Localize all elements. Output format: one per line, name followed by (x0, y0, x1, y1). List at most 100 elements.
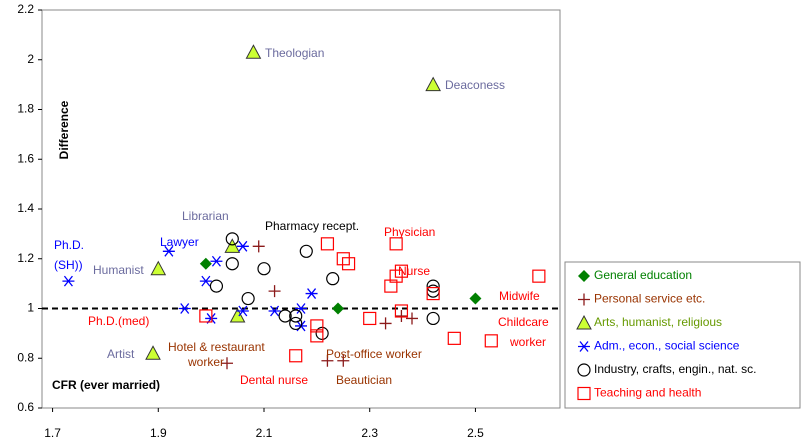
point (363, 311, 377, 326)
legend-marker (578, 270, 590, 282)
point (150, 260, 167, 276)
annotation: Lawyer (160, 235, 199, 249)
point (241, 291, 255, 306)
point (199, 309, 213, 323)
point (305, 288, 318, 299)
legend-marker (577, 386, 591, 401)
point (379, 317, 392, 330)
legend-label: Industry, crafts, engin., nat. sc. (594, 362, 757, 376)
point (257, 262, 271, 276)
y-tick-label: 2 (27, 52, 34, 66)
y-tick-label: 0.8 (17, 350, 34, 364)
point (336, 252, 350, 266)
point (62, 275, 75, 287)
point (225, 232, 239, 246)
annotation: Midwife (499, 289, 540, 303)
annotation: Librarian (182, 209, 229, 223)
point (315, 326, 329, 340)
point (221, 357, 233, 370)
point (389, 237, 403, 251)
annotation: Ph.D. (54, 238, 84, 252)
annotation: Hotel & restaurant (168, 340, 265, 354)
point (268, 285, 281, 298)
legend-marker (578, 341, 590, 352)
point (245, 44, 262, 59)
annotation: Physician (384, 225, 435, 239)
point (484, 334, 498, 348)
point (394, 304, 409, 318)
y-tick-label: 1.4 (17, 201, 34, 215)
y-axis-label: Difference (57, 100, 71, 159)
point (278, 309, 292, 323)
point (332, 302, 344, 315)
point (199, 275, 212, 287)
point (394, 264, 409, 278)
point (178, 303, 191, 314)
point (210, 255, 223, 267)
point (426, 279, 440, 293)
point (337, 354, 350, 367)
point (389, 269, 403, 283)
legend-marker (577, 363, 591, 377)
point (299, 244, 313, 258)
legend-marker (576, 314, 592, 330)
point (289, 349, 303, 363)
point (406, 312, 418, 325)
x-tick-label: 1.7 (44, 426, 61, 438)
point (532, 269, 546, 283)
annotation: Beautician (336, 373, 392, 387)
x-tick-label: 2.3 (361, 426, 378, 438)
point (310, 329, 324, 343)
annotation: Dental nurse (240, 373, 308, 387)
annotation: Artist (107, 347, 135, 361)
point (326, 272, 340, 286)
point (426, 311, 440, 326)
legend-label: Personal service etc. (594, 292, 705, 306)
point (426, 286, 440, 301)
legend-label: Adm., econ., social science (594, 339, 740, 353)
point (224, 238, 241, 253)
annotation: Humanist (93, 263, 144, 277)
point (295, 303, 307, 314)
point (236, 305, 249, 317)
y-tick-label: 1.2 (17, 251, 34, 265)
point (252, 240, 265, 253)
point (384, 279, 398, 293)
legend-label: Teaching and health (594, 386, 701, 400)
annotation: Pharmacy recept. (265, 219, 359, 233)
x-tick-label: 2.1 (256, 426, 273, 438)
point (199, 257, 212, 270)
annotation: Theologian (265, 46, 324, 60)
point (229, 307, 246, 323)
annotation: Nurse (398, 264, 430, 278)
annotation: Post-office worker (326, 347, 422, 361)
point (289, 309, 303, 323)
annotation: worker (509, 335, 546, 349)
annotation: (SH)) (54, 258, 83, 272)
x-tick-label: 2.5 (467, 426, 484, 438)
point (341, 257, 356, 271)
point (469, 292, 482, 305)
point (447, 331, 461, 345)
point (395, 309, 408, 322)
y-tick-label: 2.2 (17, 2, 34, 16)
annotation: Deaconess (445, 78, 505, 92)
point (289, 316, 303, 331)
legend-label: General education (594, 268, 692, 282)
x-tick-label: 1.9 (150, 426, 167, 438)
y-tick-label: 0.6 (17, 400, 34, 414)
legend-label: Arts, humanist, religious (594, 315, 722, 329)
point (310, 319, 324, 333)
point (162, 245, 175, 257)
y-tick-label: 1.8 (17, 102, 34, 116)
legend-box (564, 261, 801, 409)
point (425, 76, 441, 92)
legend-marker (578, 293, 590, 306)
point (321, 354, 334, 367)
point (320, 237, 335, 251)
point (236, 240, 249, 252)
point (209, 279, 224, 293)
point (145, 345, 161, 360)
annotation: Childcare (498, 315, 549, 329)
